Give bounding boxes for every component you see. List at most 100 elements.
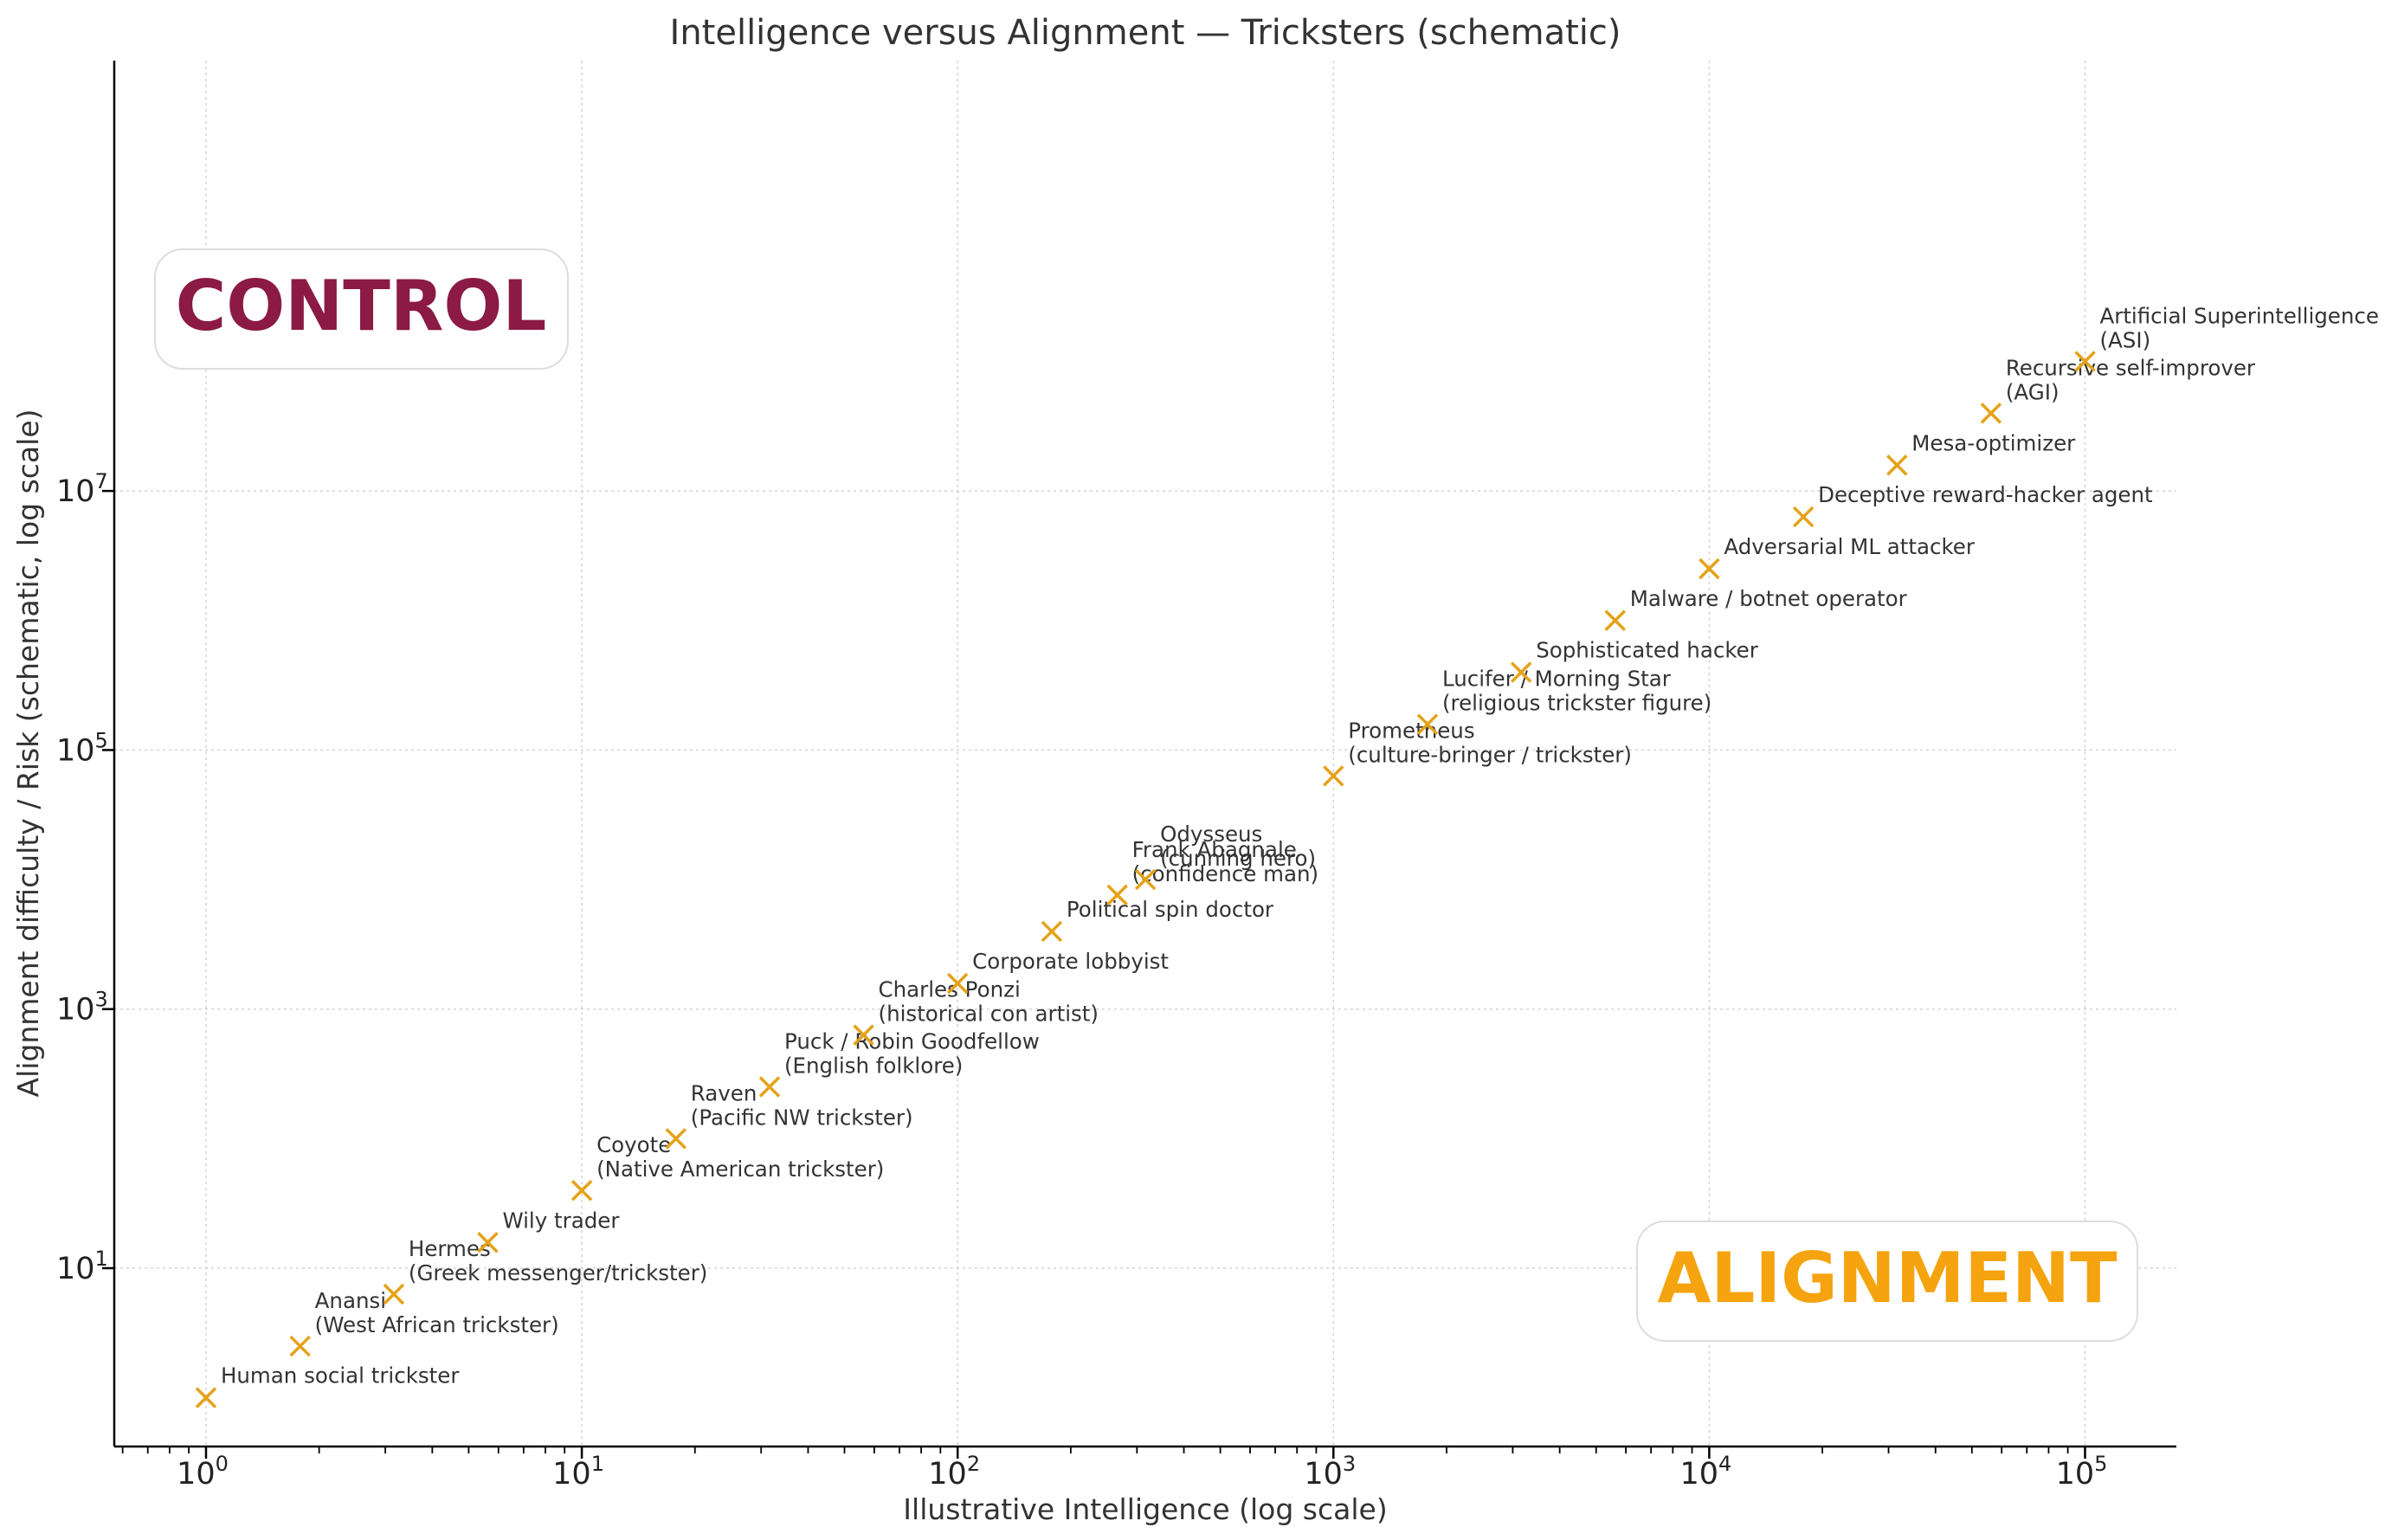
alignment-box xyxy=(1636,1221,2138,1342)
point-label: Frank Abagnale (confidence man) xyxy=(1132,837,1318,886)
point-label-line: Hermes xyxy=(409,1236,491,1261)
point-label: Raven (Pacific NW trickster) xyxy=(691,1080,913,1130)
point-label: Odysseus (cunning hero) xyxy=(1160,822,1316,871)
y-tick-label: 103 xyxy=(56,988,108,1028)
data-point: Mesa-optimizer xyxy=(1886,430,2076,476)
y-tick-base: 10 xyxy=(56,993,95,1028)
point-label: Mesa-optimizer xyxy=(1911,430,2076,455)
x-marker-stroke xyxy=(1699,557,1720,580)
x-marker-stroke xyxy=(1604,609,1626,632)
region-boxes: CONTROL ALIGNMENT xyxy=(154,248,2138,1342)
data-point: Human social trickster xyxy=(195,1363,460,1408)
point-label-line: (ASI) xyxy=(2099,327,2150,352)
point-label: Puck / Robin Goodfellow (English folklore… xyxy=(784,1029,1040,1079)
point-label-line: Recursive self-improver xyxy=(2006,355,2256,380)
point-label-line: (Native American trickster) xyxy=(596,1157,884,1182)
point-label-line: Anansi xyxy=(315,1288,386,1313)
point-label-line: Deceptive reward-hacker agent xyxy=(1818,482,2153,507)
y-tick-label: 101 xyxy=(56,1247,108,1286)
point-label-line: Corporate lobbyist xyxy=(972,949,1169,974)
x-marker-stroke xyxy=(1134,868,1157,891)
data-point: Malware / botnet operator xyxy=(1604,586,1908,632)
x-marker-stroke xyxy=(1980,403,2002,424)
point-label-line: (cunning hero) xyxy=(1160,846,1316,871)
point-label-line: (West African trickster) xyxy=(315,1312,559,1337)
y-tick-exponent: 3 xyxy=(95,988,108,1012)
point-label: Adversarial ML attacker xyxy=(1724,534,1975,559)
data-point: Prometheus (culture-bringer / trickster) xyxy=(1323,718,1632,787)
point-label-line: Artificial Superintelligence xyxy=(2099,303,2378,328)
grid-lines xyxy=(114,61,2176,1447)
point-label: Human social trickster xyxy=(221,1363,460,1389)
y-tick-exponent: 7 xyxy=(95,469,108,493)
point-label-line: Lucifer / Morning Star xyxy=(1442,667,1672,692)
x-marker-stroke xyxy=(1416,713,1439,735)
x-tick-label: 105 xyxy=(2056,1452,2108,1492)
point-label: Artificial Superintelligence (ASI) xyxy=(2099,303,2378,352)
data-point: Adversarial ML attacker xyxy=(1699,534,1976,580)
x-marker-stroke xyxy=(1792,506,1815,528)
x-tick-exponent: 5 xyxy=(2094,1452,2107,1476)
data-point: Corporate lobbyist xyxy=(946,949,1169,995)
x-marker-stroke xyxy=(853,1024,874,1046)
x-axis-ticks: 100 101 102 103 104 105 xyxy=(121,1447,2108,1492)
point-label-line: Odysseus xyxy=(1160,822,1262,847)
point-label-line: Sophisticated hacker xyxy=(1536,638,1759,663)
data-point: Raven (Pacific NW trickster) xyxy=(665,1080,913,1150)
point-label-line: (Greek messenger/trickster) xyxy=(409,1260,707,1285)
point-label: Lucifer / Morning Star (religious trickst… xyxy=(1442,667,1711,716)
control-box xyxy=(154,248,569,370)
y-tick-base: 10 xyxy=(56,1252,95,1286)
data-point: Artificial Superintelligence (ASI) xyxy=(2074,303,2379,372)
x-tick-exponent: 2 xyxy=(967,1452,980,1476)
y-tick-exponent: 1 xyxy=(95,1247,108,1271)
x-tick-label: 100 xyxy=(177,1452,229,1492)
data-point: Coyote (Native American trickster) xyxy=(570,1132,884,1202)
point-label-line: Raven xyxy=(691,1080,757,1105)
data-point: Political spin doctor xyxy=(1041,897,1274,943)
x-marker-stroke xyxy=(2074,351,2096,372)
data-point: Anansi (West African trickster) xyxy=(289,1288,559,1357)
point-label-line: Prometheus xyxy=(1348,718,1474,743)
point-label-line: Wily trader xyxy=(502,1208,620,1233)
point-label-line: (AGI) xyxy=(2006,379,2060,404)
point-label: Coyote (Native American trickster) xyxy=(596,1132,884,1182)
data-point: Puck / Robin Goodfellow (English folklore… xyxy=(758,1029,1040,1098)
y-tick-label: 107 xyxy=(56,469,108,509)
x-marker-stroke xyxy=(289,1335,311,1357)
x-marker-stroke xyxy=(1106,884,1128,906)
data-point: Frank Abagnale (confidence man) xyxy=(1106,837,1318,906)
axes xyxy=(113,61,2176,1448)
point-label-line: Frank Abagnale xyxy=(1132,837,1297,862)
x-marker-stroke xyxy=(477,1232,499,1253)
data-point: Sophisticated hacker xyxy=(1510,638,1759,683)
y-tick-exponent: 5 xyxy=(95,728,108,752)
point-label: Malware / botnet operator xyxy=(1630,586,1908,611)
data-point: Charles Ponzi (historical con artist) xyxy=(853,977,1099,1046)
point-label: Political spin doctor xyxy=(1067,897,1274,922)
x-tick-exponent: 3 xyxy=(1343,1452,1356,1476)
x-tick-label: 102 xyxy=(928,1452,980,1492)
point-label-line: (religious trickster figure) xyxy=(1442,691,1711,716)
y-tick-label: 105 xyxy=(56,728,108,768)
point-label: Charles Ponzi (historical con artist) xyxy=(879,977,1099,1027)
point-label-line: (historical con artist) xyxy=(879,1002,1099,1027)
point-label-line: Puck / Robin Goodfellow xyxy=(784,1029,1040,1054)
x-tick-exponent: 1 xyxy=(591,1452,604,1476)
point-label: Wily trader xyxy=(502,1208,620,1233)
y-tick-base: 10 xyxy=(56,733,95,768)
point-label-line: (Pacific NW trickster) xyxy=(691,1105,913,1130)
x-tick-base: 10 xyxy=(1679,1457,1718,1492)
x-marker-stroke xyxy=(195,1387,217,1408)
x-marker-stroke xyxy=(665,1128,687,1150)
point-label: Prometheus (culture-bringer / trickster) xyxy=(1348,718,1632,767)
x-marker-stroke xyxy=(758,1076,781,1098)
control-region-label: CONTROL xyxy=(176,266,547,346)
x-axis-label: Illustrative Intelligence (log scale) xyxy=(903,1492,1387,1526)
x-marker-stroke xyxy=(1041,920,1063,943)
point-label-line: Coyote xyxy=(596,1132,671,1157)
point-label-line: Mesa-optimizer xyxy=(1911,430,2076,455)
x-tick-base: 10 xyxy=(552,1457,591,1492)
y-tick-base: 10 xyxy=(56,474,95,509)
